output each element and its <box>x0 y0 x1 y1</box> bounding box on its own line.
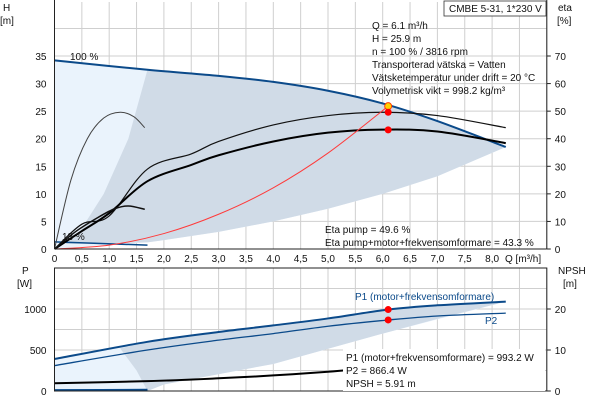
operating-points <box>384 102 393 324</box>
q-tick-label: 2,0 <box>157 254 171 265</box>
operating-areas <box>54 60 506 391</box>
q-tick-label: 6,0 <box>376 254 390 265</box>
plot-frames <box>54 0 548 392</box>
h-tick-label: 15 <box>35 162 47 173</box>
eta-axis-unit: [%] <box>557 16 572 27</box>
q-tick-label: 0 <box>52 254 58 265</box>
p-axis-unit: [W] <box>17 279 32 290</box>
npsh-tick-label: 10 <box>555 346 567 357</box>
h-tick-label: 20 <box>35 135 47 146</box>
eta-tick-label: 10 <box>555 217 567 228</box>
h-tick-label: 30 <box>35 80 47 91</box>
h-tick-label: 5 <box>41 217 47 228</box>
operating-point-P2-point <box>384 316 392 324</box>
info-temp: Vätsketemperatur under drift = 20 °C <box>372 73 535 84</box>
eta-tick-label: 20 <box>555 190 567 201</box>
npsh-tick-label: 0 <box>555 387 561 398</box>
q-tick-label: 3,5 <box>239 254 253 265</box>
q-tick-label: 8,0 <box>485 254 499 265</box>
chart-title: CMBE 5-31, 1*230 V <box>449 4 542 15</box>
eta-tick-label: 60 <box>555 80 567 91</box>
npsh-readout: NPSH = 5.91 m <box>346 379 416 390</box>
q-tick-label: 6,5 <box>403 254 417 265</box>
h-tick-label: 0 <box>41 245 47 256</box>
operating-point-eta-total-point <box>384 126 392 134</box>
q-tick-label: 7,5 <box>458 254 472 265</box>
eta-total-readout: Eta pump+motor+frekvensomformare = 43.3 … <box>325 238 534 249</box>
info-q: Q = 6.1 m³/h <box>372 21 428 32</box>
system-curve <box>54 105 389 250</box>
q-tick-label: 4,5 <box>294 254 308 265</box>
min-speed-curve <box>54 241 148 246</box>
q-tick-label: 2,5 <box>184 254 198 265</box>
eta-tick-label: 70 <box>555 52 567 63</box>
max-speed-curve <box>54 59 507 148</box>
q-tick-label: 4,0 <box>266 254 280 265</box>
q-tick-label: 3,0 <box>212 254 226 265</box>
q-tick-label: 1,5 <box>130 254 144 265</box>
operating-point-eta-pump-point <box>384 108 392 116</box>
h-tick-label: 35 <box>35 52 47 63</box>
p-tick-label: 500 <box>30 346 47 357</box>
h-tick-label: 10 <box>35 190 47 201</box>
shaded-power-area <box>120 301 506 391</box>
shaded-operating-area <box>65 69 506 245</box>
eta-tick-label: 0 <box>555 245 561 256</box>
operating-point-duty-point-H <box>384 102 393 111</box>
q-tick-label: 5,5 <box>348 254 362 265</box>
eta-tick-label: 40 <box>555 135 567 146</box>
q-tick-label: 5,0 <box>321 254 335 265</box>
p-tick-label: 0 <box>41 387 47 398</box>
p2-curve-label: P2 <box>485 316 498 327</box>
max-curve-label: 100 % <box>70 52 98 63</box>
tick-labels: 0 0,5 1,0 1,5 2,0 2,5 3,0 3,5 4,0 4,5 5,0 5,5 6,0 6,5… <box>24 52 566 398</box>
h-axis-label: H <box>3 3 10 14</box>
eta-axis-label: eta <box>558 3 572 14</box>
eta-pump-low-speed-curve <box>54 111 146 250</box>
q-tick-label: 7,0 <box>430 254 444 265</box>
min-curve-label: 13 % <box>62 232 85 243</box>
npsh-curve <box>54 368 356 385</box>
power-readout-bg <box>343 349 545 391</box>
eta-total-low-speed-curve <box>54 205 145 250</box>
p1-curve <box>54 300 506 361</box>
eta-tick-label: 50 <box>555 107 567 118</box>
npsh-tick-label: 20 <box>555 305 567 316</box>
p-tick-label: 1000 <box>24 305 47 316</box>
curves <box>53 59 507 392</box>
p-axis-label: P <box>22 266 29 277</box>
p1-curve-label: P1 (motor+frekvensomformare) <box>355 292 494 303</box>
title-box <box>443 0 547 17</box>
info-liquid: Transporterad vätska = Vatten <box>372 60 506 71</box>
q-tick-label: 1,0 <box>102 254 116 265</box>
info-block: Q = 6.1 m³/h H = 25.9 m n = 100 % / 3816… <box>372 21 535 97</box>
h-axis-unit: [m] <box>0 16 14 27</box>
operating-point-P1-point <box>384 306 392 314</box>
npsh-axis-label: NPSH <box>558 266 586 277</box>
eta-pump-readout: Eta pump = 49.6 % <box>325 225 410 236</box>
power-plot-frame <box>54 267 548 392</box>
info-n: n = 100 % / 3816 rpm <box>372 47 468 58</box>
eta-tick-label: 30 <box>555 162 567 173</box>
info-h: H = 25.9 m <box>372 34 421 45</box>
p2-curve <box>54 312 506 367</box>
npsh-axis-unit: [m] <box>563 279 577 290</box>
q-axis-label: Q [m³/h] <box>505 254 541 265</box>
p1-readout: P1 (motor+frekvensomformare) = 993.2 W <box>346 353 534 364</box>
eta-pump-curve <box>54 111 506 250</box>
q-tick-label: 0,5 <box>75 254 89 265</box>
h-tick-label: 25 <box>35 107 47 118</box>
p2-readout: P2 = 866.4 W <box>346 366 407 377</box>
eta-total-curve <box>53 128 506 250</box>
info-density: Volymetrisk vikt = 998.2 kg/m³ <box>372 86 506 97</box>
